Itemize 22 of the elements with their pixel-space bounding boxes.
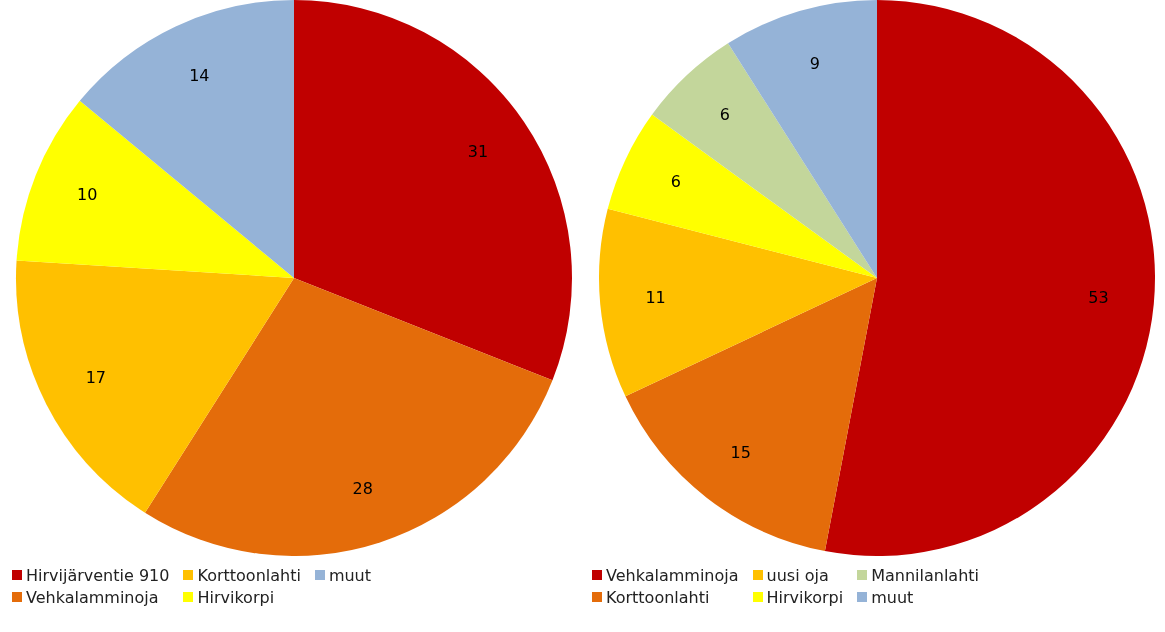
data-label: 53 bbox=[1088, 288, 1109, 308]
data-label: 10 bbox=[77, 185, 98, 205]
data-label: 9 bbox=[809, 53, 821, 73]
data-label: 17 bbox=[85, 368, 107, 388]
legend-label: Korttoonlahti bbox=[606, 587, 710, 607]
legend-label: muut bbox=[328, 565, 372, 585]
legend-label: Vehkalamminoja bbox=[26, 587, 159, 607]
legend-label: Hirvikorpi bbox=[766, 587, 844, 607]
legend-label: Hirvijärventie 910 bbox=[26, 565, 170, 585]
legend-label: Hirvikorpi bbox=[197, 587, 275, 607]
data-label: 6 bbox=[719, 105, 730, 125]
data-label: 14 bbox=[189, 65, 210, 85]
data-label: 6 bbox=[670, 172, 681, 192]
legend-label: uusi oja bbox=[766, 565, 829, 585]
data-label: 28 bbox=[352, 478, 373, 498]
legend-label: Korttoonlahti bbox=[197, 565, 301, 585]
data-label: 31 bbox=[467, 142, 489, 162]
legend-label: muut bbox=[871, 587, 914, 607]
legend-label: Vehkalamminoja bbox=[606, 565, 739, 585]
data-label: 15 bbox=[730, 442, 751, 462]
legend-label: Mannilanlahti bbox=[871, 565, 980, 585]
data-label: 11 bbox=[645, 288, 666, 308]
